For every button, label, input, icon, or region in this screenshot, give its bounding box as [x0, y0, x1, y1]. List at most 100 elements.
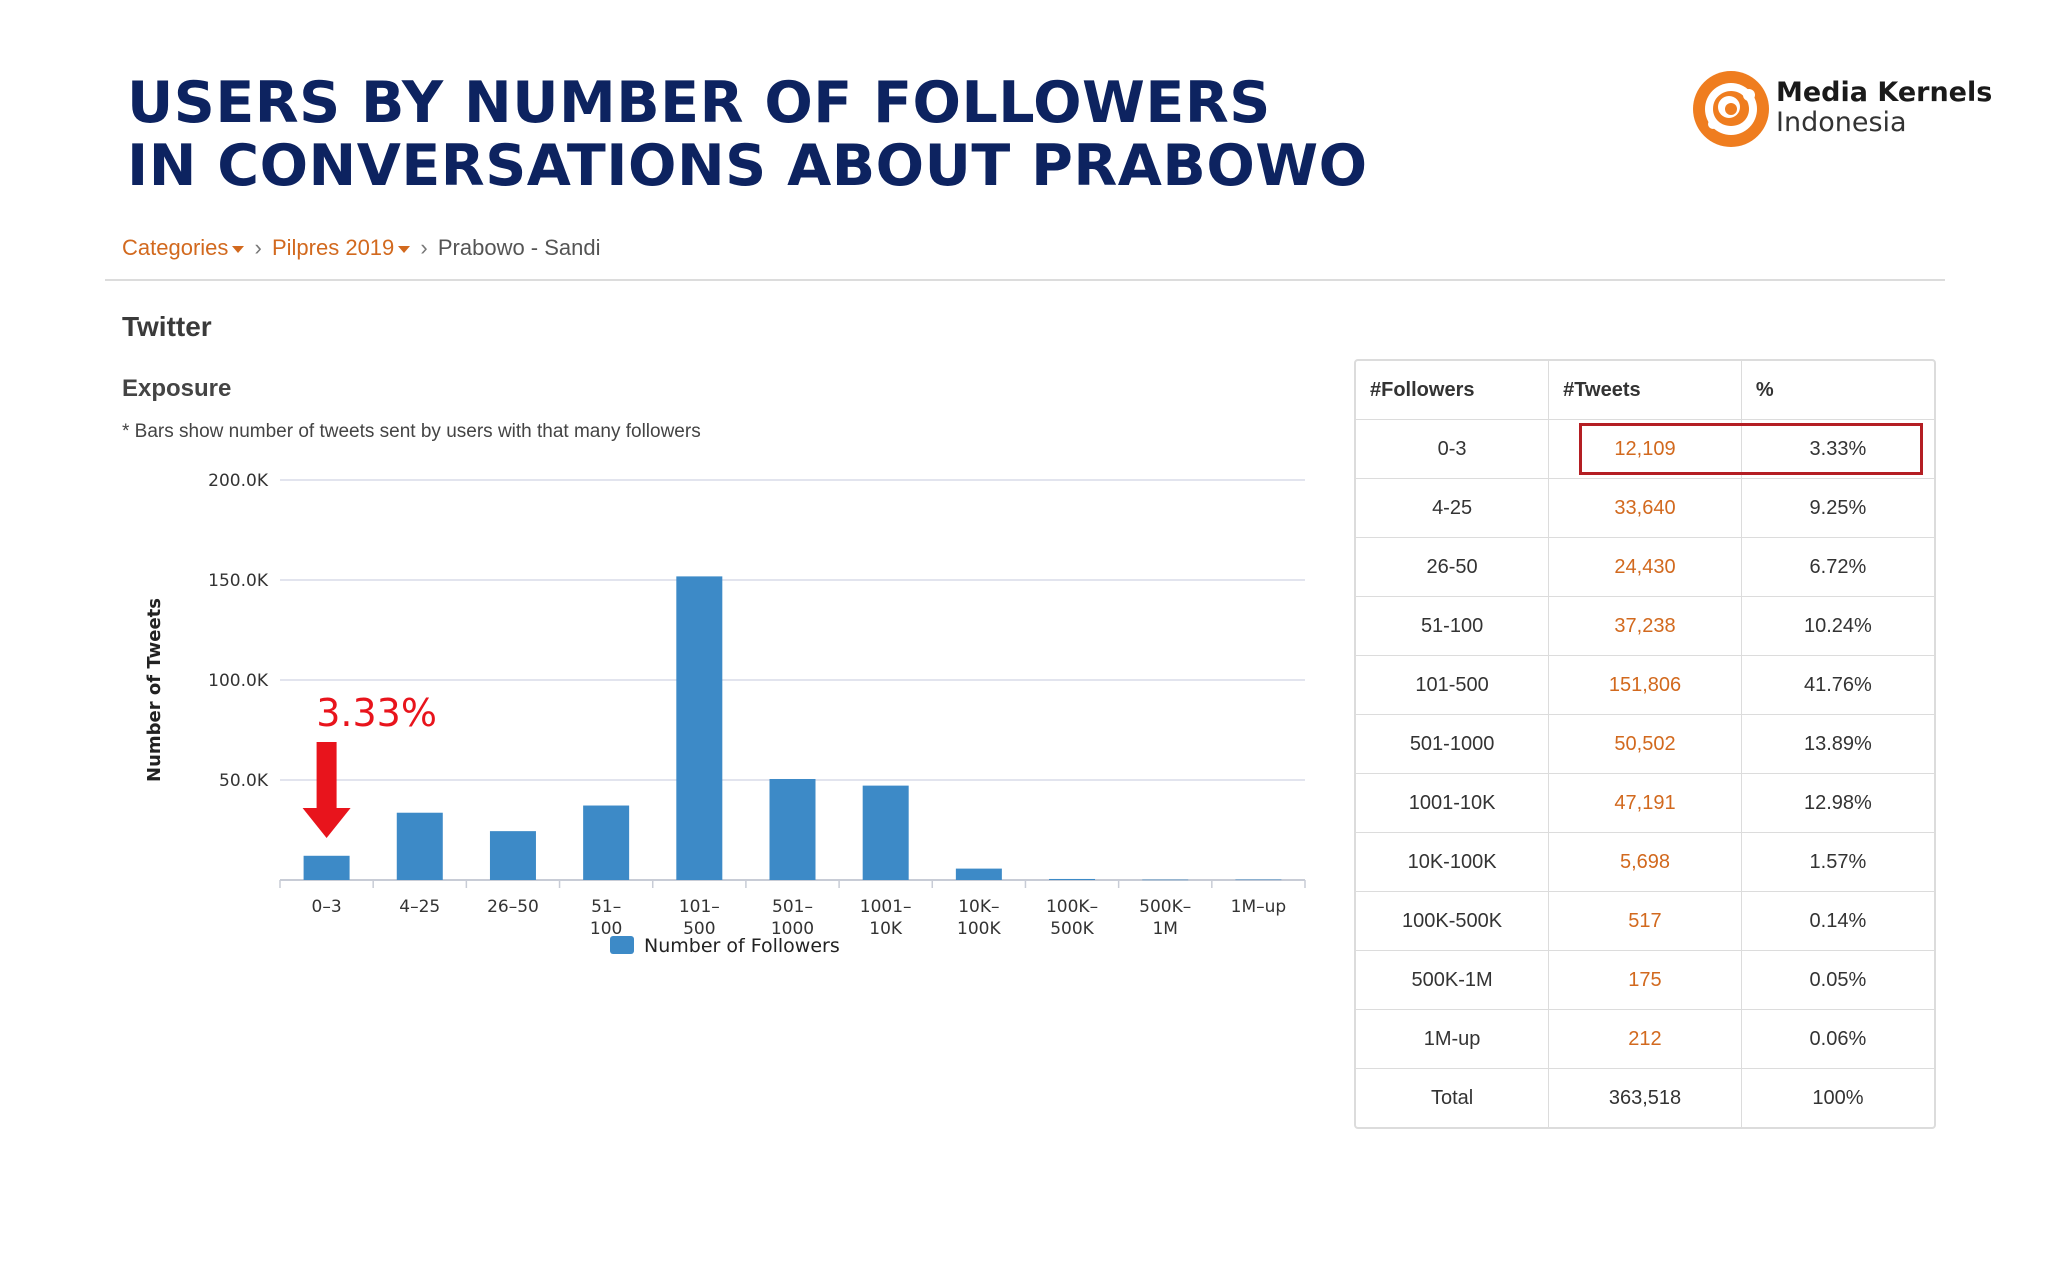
cell-followers: 500K-1M	[1356, 950, 1549, 1010]
logo-subtitle: Indonesia	[1776, 107, 1907, 138]
breadcrumb-pilpres-label: Pilpres 2019	[271, 235, 395, 260]
cell-followers: 101-500	[1356, 655, 1549, 715]
table-row: 4-25 33,640 9.25%	[1356, 478, 1934, 538]
cell-percent: 1.57%	[1740, 832, 1934, 892]
followers-table-grid: #Followers #Tweets % 0-3 12,109 3.33% 4-25…	[1356, 361, 1934, 1127]
breadcrumb-current: Prabowo - Sandi	[437, 235, 601, 260]
col-header-followers: #Followers	[1356, 361, 1549, 420]
legend-swatch	[610, 936, 634, 954]
bar	[489, 831, 536, 880]
cell-total-label: Total	[1430, 1086, 1474, 1109]
breadcrumb-categories-label: Categories	[122, 235, 229, 260]
cell-tweets[interactable]: 47,191	[1548, 773, 1742, 833]
col-header-percent: %	[1740, 361, 1934, 420]
cell-tweets[interactable]: 33,640	[1548, 478, 1742, 538]
chevron-right-icon: ›	[254, 235, 262, 260]
cell-followers: 26-50	[1356, 537, 1549, 597]
cell-tweets[interactable]: 37,238	[1548, 596, 1742, 656]
table-row: 501-1000 50,502 13.89%	[1356, 714, 1934, 774]
caret-down-icon	[232, 245, 245, 253]
cell-tweets[interactable]: 517	[1548, 891, 1742, 951]
cell-percent: 0.06%	[1740, 1009, 1934, 1069]
x-tick-label: 500	[683, 919, 715, 939]
x-tick-label: 500K	[1050, 919, 1094, 939]
bar	[396, 812, 443, 880]
annotation-label: 3.33%	[316, 691, 437, 735]
page-title: USERS BY NUMBER OF FOLLOWERS IN CONVERSA…	[127, 72, 1368, 198]
y-tick-label: 150.0K	[208, 571, 269, 591]
bar	[955, 868, 1002, 880]
table-row: 10K-100K 5,698 1.57%	[1356, 832, 1934, 892]
header-divider	[105, 279, 1945, 281]
x-tick-label: 500K–	[1139, 897, 1191, 917]
x-tick-label: 501–	[772, 897, 813, 917]
cell-followers: 100K-500K	[1356, 891, 1549, 951]
x-tick-label: 100K	[957, 919, 1001, 939]
bar	[303, 855, 350, 880]
cell-tweets[interactable]: 50,502	[1548, 714, 1742, 774]
table-row: 1M-up 212 0.06%	[1356, 1009, 1934, 1069]
cell-total-tweets: 363,518	[1548, 1068, 1742, 1127]
table-header-row: #Followers #Tweets %	[1356, 361, 1934, 420]
cell-followers: 51-100	[1356, 596, 1549, 656]
x-tick-label: 1M–up	[1231, 897, 1287, 917]
cell-percent: 0.14%	[1740, 891, 1934, 951]
x-tick-label: 100	[590, 919, 622, 939]
bar	[862, 785, 909, 880]
table-total-row: Total 363,518 100%	[1356, 1068, 1934, 1127]
x-tick-label: 1001–	[860, 897, 912, 917]
breadcrumb-categories[interactable]: Categories	[122, 235, 245, 260]
cell-percent: 0.05%	[1740, 950, 1934, 1010]
table-row: 100K-500K 517 0.14%	[1356, 891, 1934, 951]
cell-percent: 3.33%	[1740, 419, 1934, 479]
x-tick-label: 10K–	[958, 897, 999, 917]
cell-followers: 1M-up	[1356, 1009, 1549, 1069]
breadcrumb-pilpres[interactable]: Pilpres 2019	[271, 235, 411, 260]
table-row: 26-50 24,430 6.72%	[1356, 537, 1934, 597]
logo-mark-icon	[1693, 71, 1769, 147]
cell-followers: 4-25	[1356, 478, 1549, 538]
title-line-1: USERS BY NUMBER OF FOLLOWERS	[127, 70, 1271, 136]
x-tick-label: 51–	[591, 897, 621, 917]
y-tick-label: 100.0K	[208, 671, 269, 691]
x-tick-label: 4–25	[399, 897, 440, 917]
table-row: 51-100 37,238 10.24%	[1356, 596, 1934, 656]
x-tick-label: 100K–	[1046, 897, 1098, 917]
cell-percent: 41.76%	[1740, 655, 1934, 715]
bar	[676, 576, 723, 880]
table-row: 500K-1M 175 0.05%	[1356, 950, 1934, 1010]
title-line-2: IN CONVERSATIONS ABOUT PRABOWO	[127, 133, 1368, 199]
cell-tweets[interactable]: 24,430	[1548, 537, 1742, 597]
x-tick-label: 101–	[679, 897, 720, 917]
chart-note: * Bars show number of tweets sent by use…	[122, 421, 701, 442]
x-tick-label: 26–50	[487, 897, 539, 917]
cell-followers: 10K-100K	[1356, 832, 1549, 892]
bar	[769, 778, 816, 880]
cell-followers: 0-3	[1356, 419, 1549, 479]
legend-label: Number of Followers	[644, 935, 840, 957]
cell-tweets[interactable]: 212	[1548, 1009, 1742, 1069]
cell-percent: 12.98%	[1740, 773, 1934, 833]
cell-percent: 6.72%	[1740, 537, 1934, 597]
cell-percent: 13.89%	[1740, 714, 1934, 774]
cell-tweets[interactable]: 5,698	[1548, 832, 1742, 892]
platform-title: Twitter	[122, 311, 212, 342]
caret-down-icon	[398, 245, 411, 253]
cell-followers: 501-1000	[1356, 714, 1549, 774]
x-tick-label: 1000	[771, 919, 814, 939]
annotation-arrow-icon	[302, 808, 351, 838]
y-axis-label: Number of Tweets	[144, 598, 165, 782]
cell-total-percent: 100%	[1740, 1068, 1934, 1127]
table-row: 1001-10K 47,191 12.98%	[1356, 773, 1934, 833]
cell-tweets[interactable]: 175	[1548, 950, 1742, 1010]
chevron-right-icon: ›	[420, 235, 428, 260]
cell-tweets[interactable]: 151,806	[1548, 655, 1742, 715]
breadcrumb: Categories › Pilpres 2019 › Prabowo - Sa…	[122, 235, 601, 261]
x-tick-label: 0–3	[312, 897, 342, 917]
y-tick-label: 50.0K	[219, 771, 269, 791]
x-tick-label: 10K	[869, 919, 903, 939]
y-tick-label: 200.0K	[208, 471, 269, 491]
table-row: 101-500 151,806 41.76%	[1356, 655, 1934, 715]
x-tick-label: 1M	[1152, 919, 1177, 939]
